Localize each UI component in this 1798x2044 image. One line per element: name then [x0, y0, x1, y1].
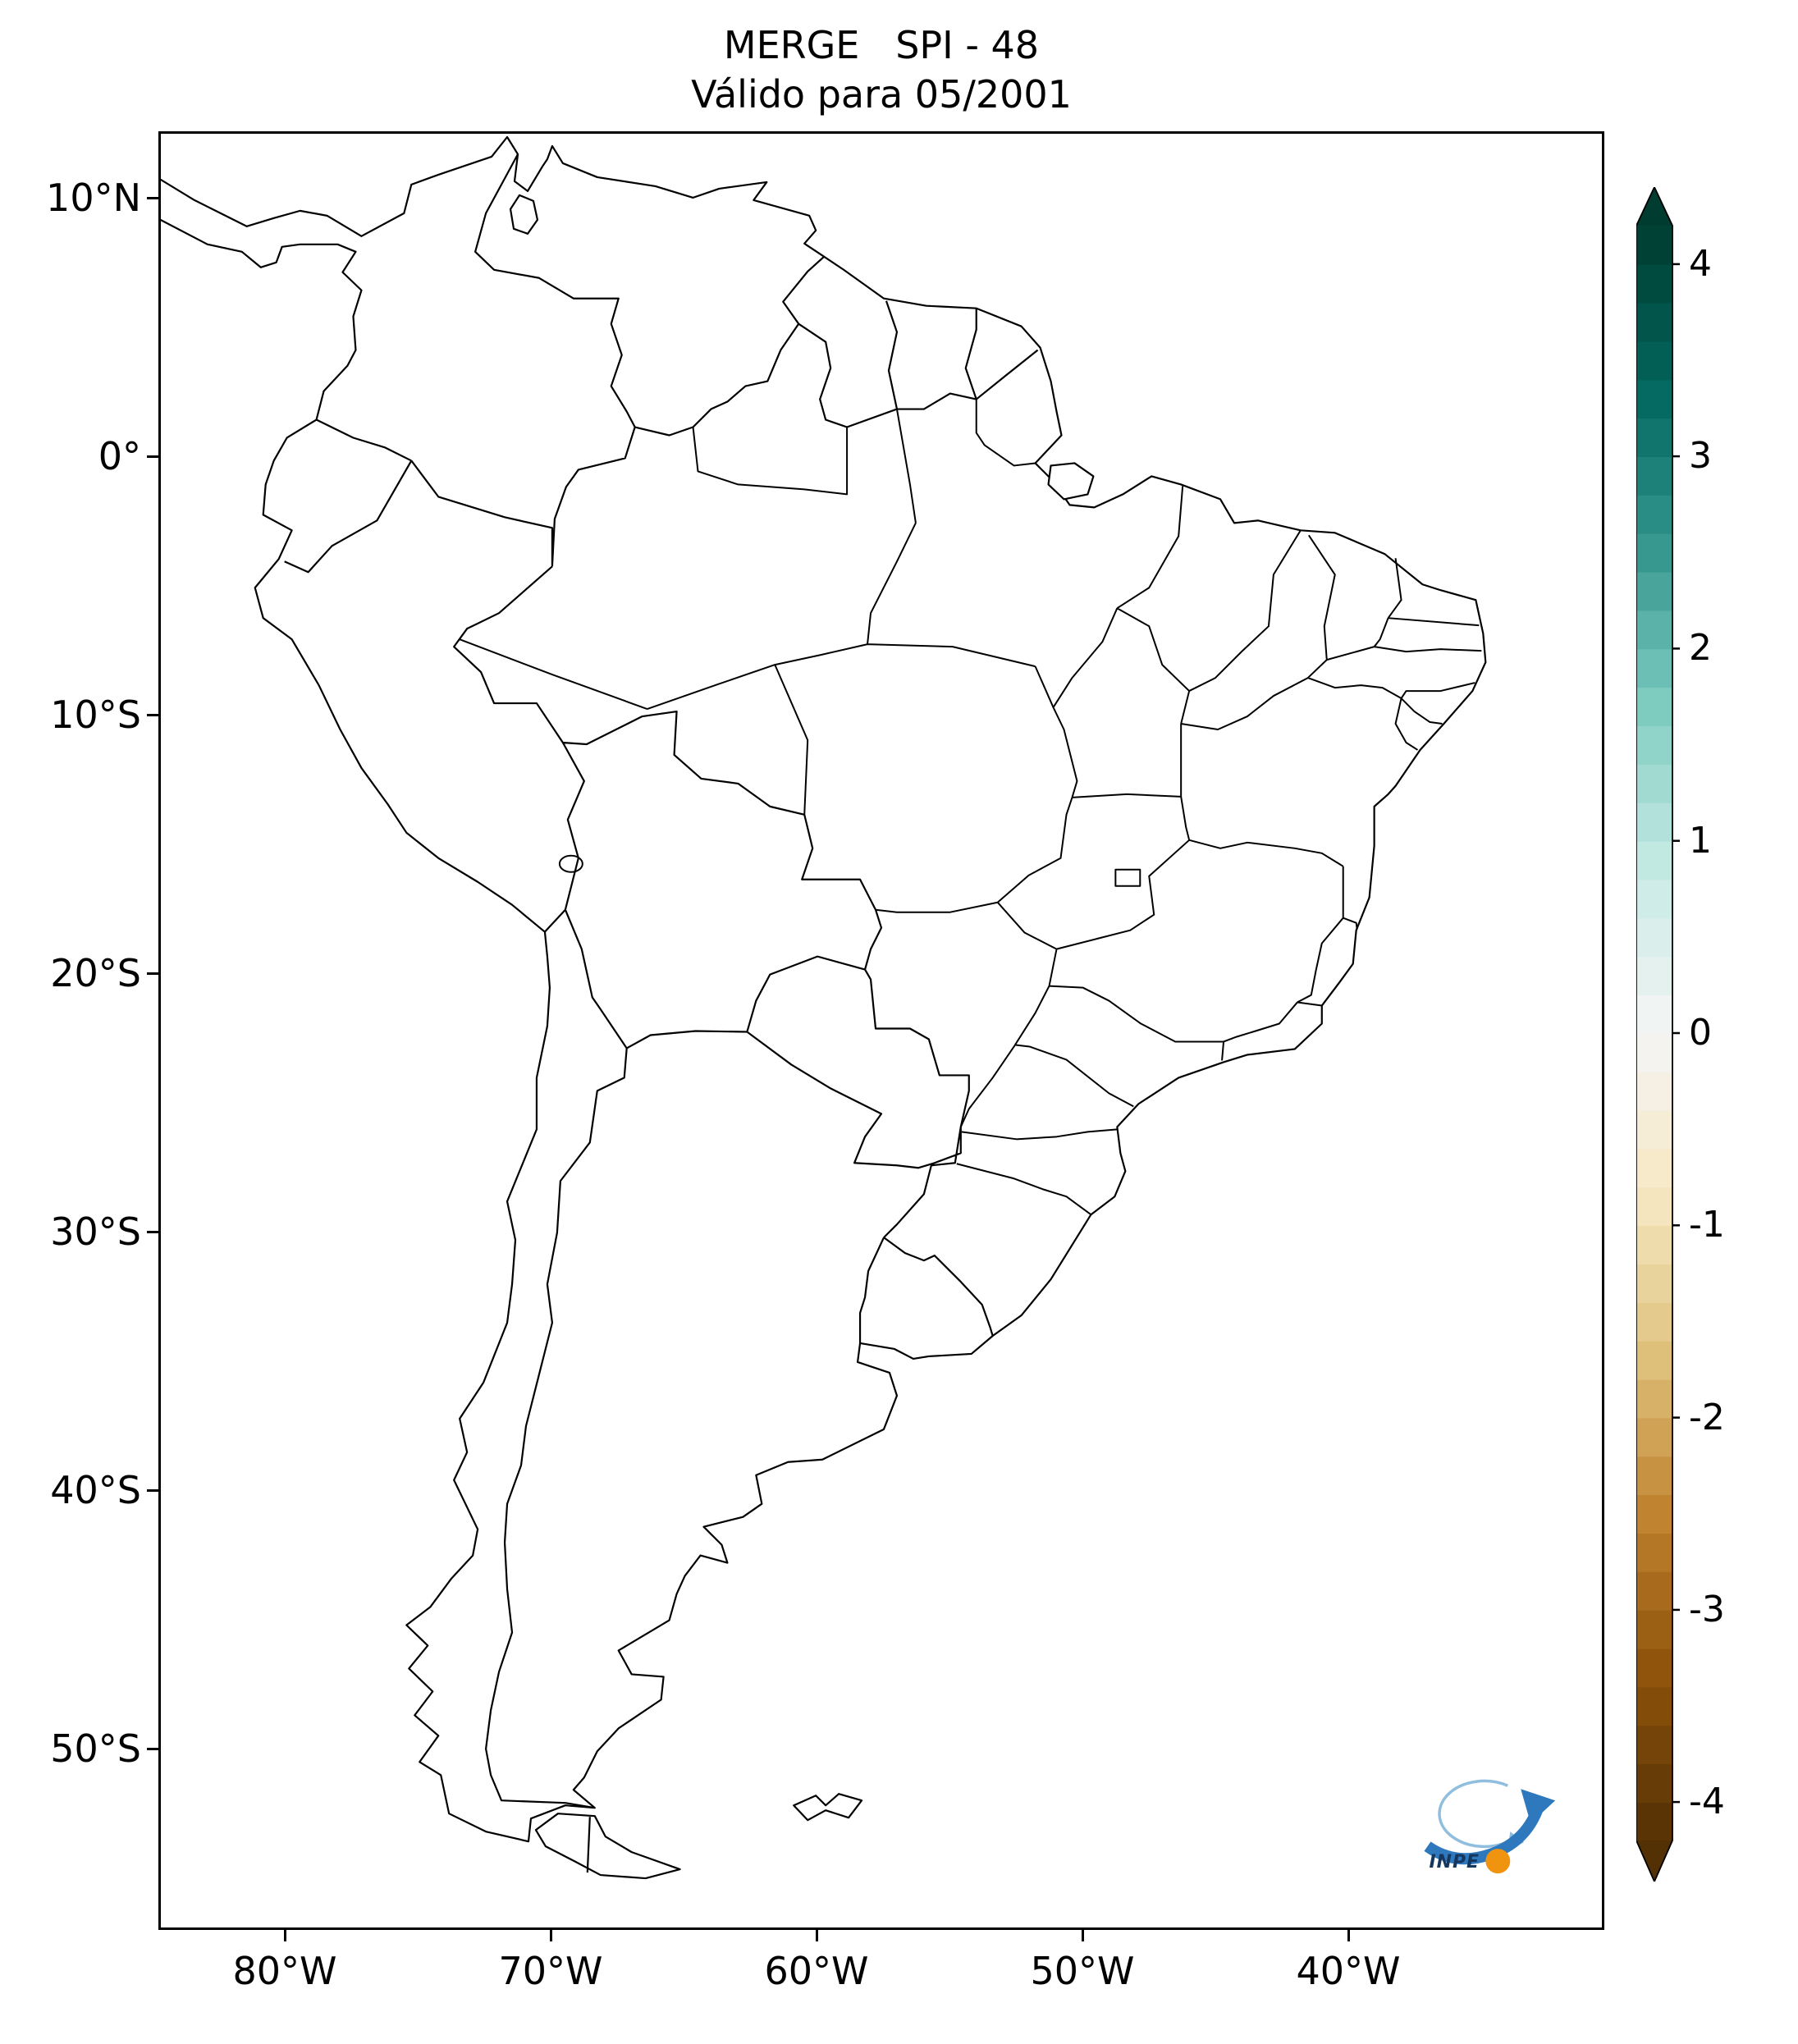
x-tick-mark [1081, 1930, 1084, 1941]
x-tick-label: 80°W [232, 1949, 337, 1993]
y-tick-label: 10°N [46, 176, 141, 220]
y-tick-mark [147, 455, 158, 458]
colorbar-segment [1636, 533, 1672, 573]
x-tick-mark [1347, 1930, 1350, 1941]
map-plot-area: INPE [158, 131, 1604, 1930]
state-borders [459, 399, 1482, 1215]
colorbar-segment [1636, 1571, 1672, 1611]
colorbar-segment [1636, 1187, 1672, 1227]
falkland-islands [793, 1793, 863, 1822]
colorbar-segment [1636, 379, 1672, 419]
logo-text: INPE [1429, 1852, 1480, 1873]
colorbar-segment [1636, 648, 1672, 688]
colorbar-segment [1636, 1802, 1672, 1841]
colorbar-tick-label: -3 [1689, 1588, 1725, 1630]
y-tick-mark [147, 713, 158, 716]
colorbar-segment [1636, 495, 1672, 534]
x-tick-label: 70°W [498, 1949, 603, 1993]
colorbar-segment [1636, 1533, 1672, 1572]
colorbar-segment [1636, 1033, 1672, 1072]
colorbar-segment [1636, 1340, 1672, 1380]
x-tick-label: 40°W [1296, 1949, 1401, 1993]
colorbar-segment [1636, 917, 1672, 958]
colorbar-gradient [1636, 185, 1680, 1884]
colorbar-segment [1636, 1494, 1672, 1534]
colorbar-segment [1636, 456, 1672, 496]
logo-arrowhead [1521, 1789, 1556, 1824]
x-tick-mark [549, 1930, 552, 1941]
marajo-island [1047, 462, 1095, 501]
y-tick-mark [147, 972, 158, 975]
y-tick-mark [147, 1747, 158, 1750]
colorbar-segment [1636, 1109, 1672, 1150]
colorbar-segment [1636, 1225, 1672, 1264]
colorbar-segment [1636, 725, 1672, 765]
colorbar-segment [1636, 1379, 1672, 1419]
colorbar-bottom-arrow [1636, 1841, 1672, 1882]
south-america-map: INPE [161, 135, 1556, 1880]
colorbar-segment [1636, 226, 1672, 265]
colorbar-segment [1636, 610, 1672, 650]
colorbar-tick-label: -2 [1689, 1396, 1725, 1438]
chart-subtitle: Válido para 05/2001 [691, 72, 1072, 117]
coastline [161, 135, 1487, 1843]
colorbar-segment [1636, 802, 1672, 842]
colorbar-tick-label: 4 [1689, 242, 1712, 285]
colorbar-segment [1636, 418, 1672, 457]
logo-sketch-circle [1438, 1779, 1513, 1849]
colorbar-segment [1636, 764, 1672, 803]
colorbar-segment [1636, 1648, 1672, 1688]
colorbar-segment [1636, 956, 1672, 995]
y-tick-label: 20°S [50, 951, 141, 995]
y-tick-mark [147, 196, 158, 199]
colorbar-segment [1636, 1264, 1672, 1303]
inpe-logo: INPE [1424, 1779, 1556, 1874]
colorbar-segment [1636, 263, 1672, 304]
colorbar-tick-label: 1 [1689, 819, 1712, 862]
colorbar-segment [1636, 1417, 1672, 1457]
y-tick-mark [147, 1230, 158, 1233]
country-borders [284, 153, 1039, 1873]
colorbar-segment [1636, 1686, 1672, 1726]
colorbar-segment [1636, 687, 1672, 726]
x-tick-label: 50°W [1030, 1949, 1135, 1993]
colorbar-segment [1636, 995, 1672, 1034]
colorbar-segment [1636, 341, 1672, 381]
y-tick-mark [147, 1488, 158, 1492]
colorbar-segment [1636, 302, 1672, 342]
x-tick-mark [815, 1930, 818, 1941]
colorbar-tick-label: -1 [1689, 1204, 1725, 1246]
colorbar-segment [1636, 1725, 1672, 1765]
x-tick-label: 60°W [764, 1949, 869, 1993]
colorbar-tick-label: 0 [1689, 1012, 1712, 1054]
lake-maracaibo [509, 194, 539, 235]
colorbar [1636, 185, 1686, 1884]
x-tick-mark [283, 1930, 286, 1941]
colorbar-segment [1636, 1148, 1672, 1188]
logo-orange-ball [1485, 1849, 1511, 1874]
colorbar-segment [1636, 1456, 1672, 1496]
colorbar-tick-label: 2 [1689, 627, 1712, 670]
colorbar-tick-label: 3 [1689, 435, 1712, 478]
colorbar-tick-label: -4 [1689, 1781, 1725, 1823]
y-tick-label: 30°S [50, 1209, 141, 1254]
colorbar-segment [1636, 1763, 1672, 1803]
colorbar-segment [1636, 1302, 1672, 1342]
colorbar-segment [1636, 879, 1672, 919]
y-tick-label: 50°S [50, 1726, 141, 1771]
tierra-del-fuego-island [534, 1813, 681, 1880]
chart-title: MERGE SPI - 48 [723, 23, 1040, 67]
colorbar-segment [1636, 571, 1672, 611]
y-tick-label: 10°S [50, 693, 141, 737]
colorbar-segment [1636, 1609, 1672, 1649]
y-tick-label: 0° [98, 434, 141, 478]
colorbar-segment [1636, 1071, 1672, 1111]
colorbar-top-arrow [1636, 187, 1672, 226]
colorbar-segment [1636, 840, 1672, 880]
y-tick-label: 40°S [50, 1468, 141, 1512]
